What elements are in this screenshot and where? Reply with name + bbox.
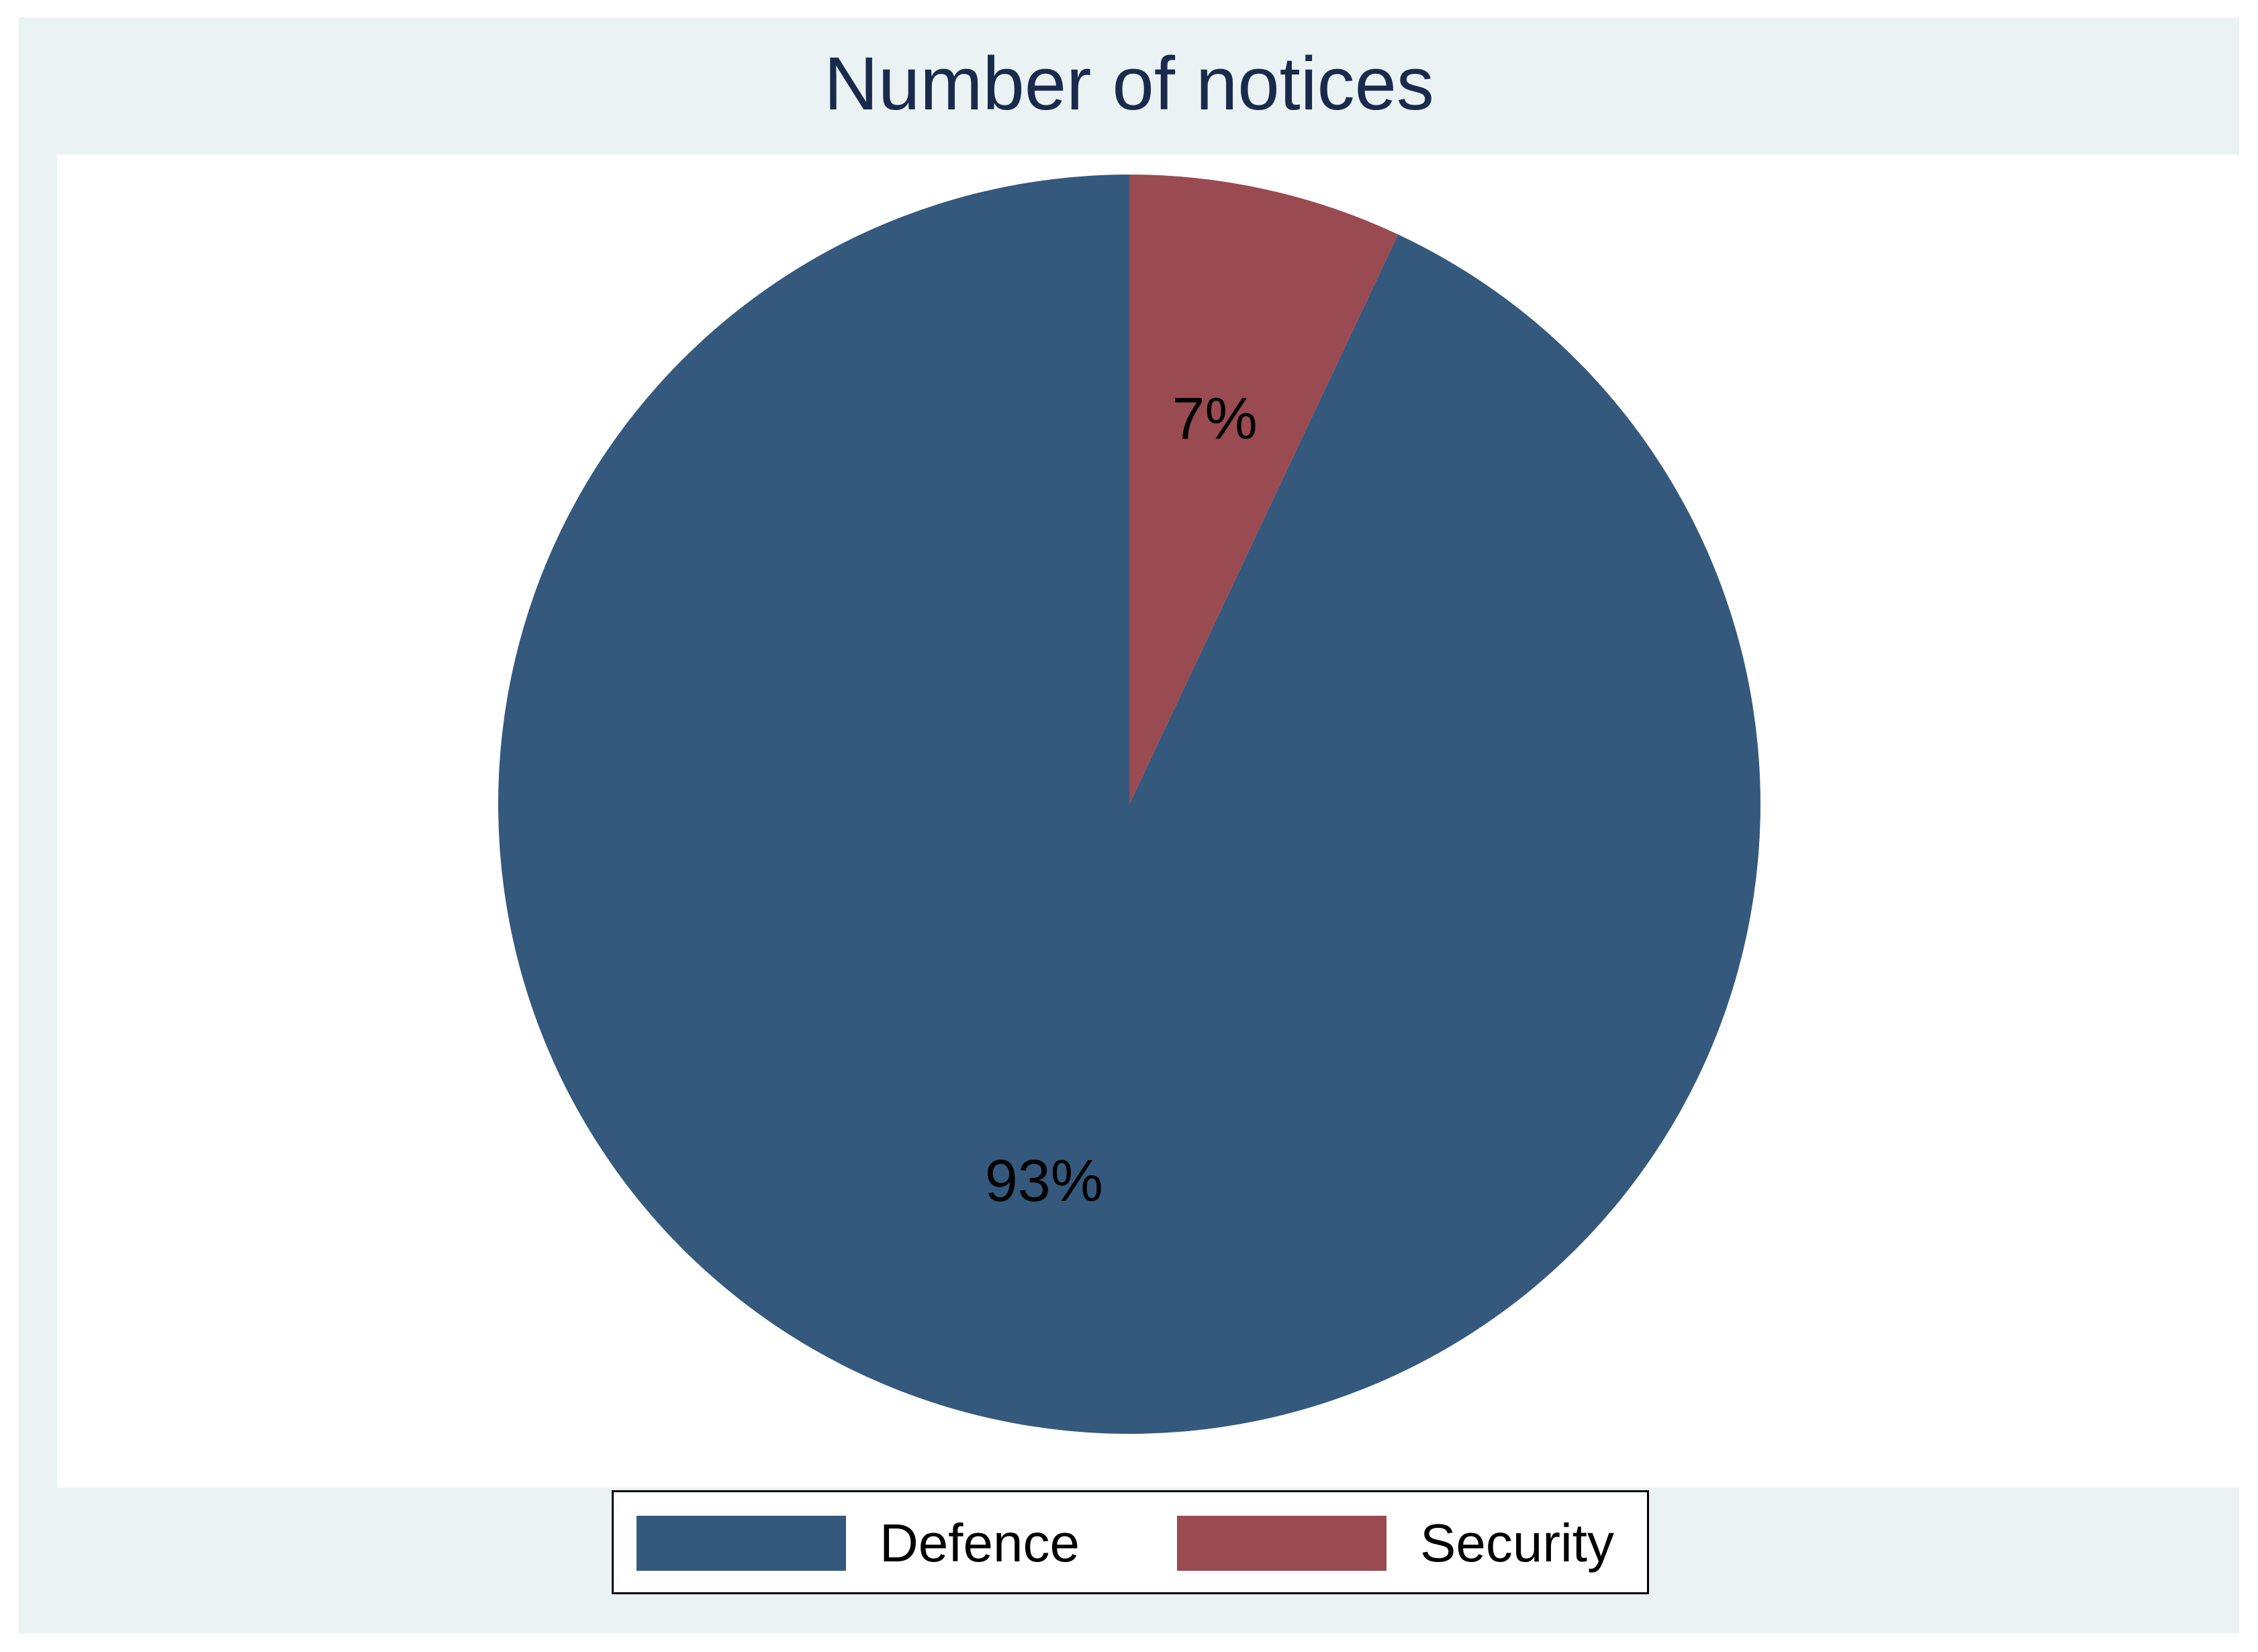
chart-title: Number of notices <box>824 42 1434 126</box>
legend-swatch-defence <box>637 1516 846 1571</box>
pie-slice-defence <box>498 175 1760 1434</box>
legend: Defence Security <box>612 1490 1649 1594</box>
pie-slices <box>498 175 1760 1434</box>
pie-slice-security <box>1129 175 1399 804</box>
legend-swatch-security <box>1177 1516 1386 1571</box>
legend-label-defence: Defence <box>880 1513 1080 1573</box>
slice-label-security: 7% <box>1172 385 1258 452</box>
slice-labels: 93% 7% <box>985 385 1258 1214</box>
legend-label-security: Security <box>1420 1513 1614 1573</box>
slice-label-defence: 93% <box>985 1147 1103 1214</box>
